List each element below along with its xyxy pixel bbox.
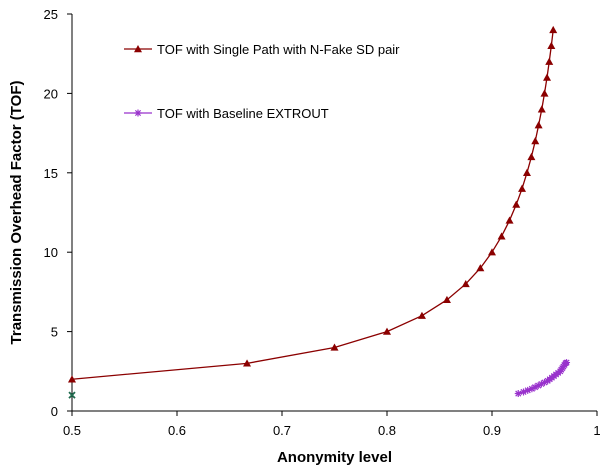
series-1-point <box>505 216 514 224</box>
legend-1-marker <box>134 45 142 53</box>
series-1-point <box>531 137 540 145</box>
series-1-point <box>537 105 546 113</box>
series-1-point <box>461 279 470 288</box>
series-1-point <box>417 311 426 319</box>
series-1-point <box>442 295 451 304</box>
y-tick-label: 25 <box>44 7 58 22</box>
x-tick-label: 0.5 <box>63 423 81 438</box>
y-tick-label: 10 <box>44 245 58 260</box>
series-1-point <box>534 121 543 129</box>
chart-legend: TOF with Single Path with N-Fake SD pair… <box>124 42 400 121</box>
x-tick-label: 0.9 <box>483 423 501 438</box>
x-tick-label: 0.6 <box>168 423 186 438</box>
x-axis-label: Anonymity level <box>277 449 392 466</box>
y-tick-label: 20 <box>44 86 58 101</box>
y-tick-label: 15 <box>44 166 58 181</box>
series-1-point <box>330 343 339 351</box>
series-1-line <box>71 29 554 380</box>
series-1-point <box>545 57 554 65</box>
series-1-point <box>68 375 76 383</box>
chart-axes <box>71 14 597 412</box>
series-1-point <box>549 25 558 34</box>
series-1-point <box>522 168 531 176</box>
series-1-point <box>476 264 485 272</box>
x-tick-label: 0.8 <box>378 423 396 438</box>
series-2-point <box>520 388 527 396</box>
origin-marker <box>68 391 76 399</box>
x-tick-label: 0.7 <box>273 423 291 438</box>
series-2-point <box>563 359 571 367</box>
series-1-point <box>540 89 549 97</box>
series-2-point <box>537 380 545 388</box>
series-2-point <box>524 386 532 394</box>
legend-2-marker <box>134 109 142 117</box>
series-1-point <box>512 200 521 208</box>
series-2-point <box>514 390 522 398</box>
chart-series <box>68 25 571 399</box>
y-tick-label: 5 <box>51 325 58 340</box>
series-1-point <box>497 232 506 240</box>
x-tick-label: 1 <box>593 423 600 438</box>
series-1-point <box>527 152 536 161</box>
series-2-point <box>528 385 536 393</box>
y-tick-label: 0 <box>51 404 58 419</box>
series-1-point <box>518 184 527 192</box>
series-2-point <box>534 382 542 390</box>
y-axis-label: Transmission Overhead Factor (TOF) <box>8 81 25 345</box>
series-1-point <box>488 248 496 256</box>
series-2-point <box>541 378 548 386</box>
series-1-point <box>383 327 391 335</box>
series-1-point <box>543 73 552 81</box>
series-1-point <box>547 41 556 49</box>
series-1-point <box>243 359 252 367</box>
legend-1-label: TOF with Single Path with N-Fake SD pair <box>157 42 400 57</box>
legend-2-label: TOF with Baseline EXTROUT <box>157 106 329 121</box>
series-2-point <box>531 383 539 391</box>
